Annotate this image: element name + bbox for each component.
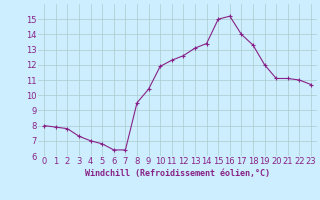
X-axis label: Windchill (Refroidissement éolien,°C): Windchill (Refroidissement éolien,°C) bbox=[85, 169, 270, 178]
